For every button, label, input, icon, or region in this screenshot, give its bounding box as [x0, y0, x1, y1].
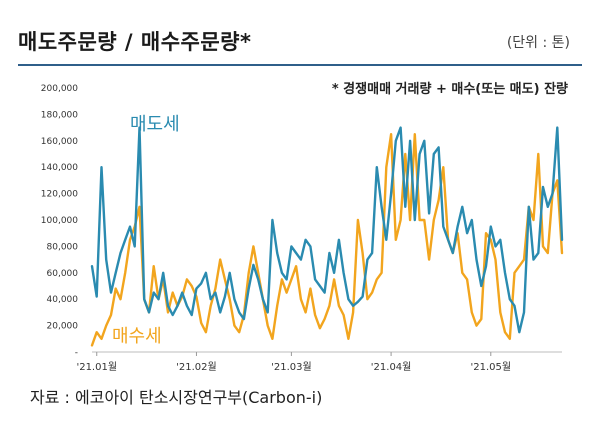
series-line-buy	[90, 132, 564, 347]
source-note: 자료 : 에코아이 탄소시장연구부(Carbon-i)	[30, 388, 323, 407]
y-tick-label: 20,000	[47, 322, 79, 332]
x-tick-label: '21.05월	[470, 361, 511, 373]
series-label-sell: 매도세	[130, 114, 180, 135]
y-tick-label: 80,000	[47, 242, 79, 252]
y-tick-label: 200,000	[41, 84, 78, 94]
footnote-label: * 경쟁매매 거래량 + 매수(또는 매도) 잔량	[331, 82, 568, 97]
y-tick-label: 40,000	[47, 295, 79, 305]
series-lines	[90, 126, 564, 347]
y-tick-label: 120,000	[41, 190, 78, 200]
x-axis: '21.01월 '21.02월 '21.03월 '21.04월 '21.05월	[76, 351, 562, 373]
x-tick-label: '21.04월	[371, 361, 412, 373]
y-tick-label: -	[75, 348, 78, 358]
x-tick-label: '21.03월	[271, 361, 312, 373]
y-tick-label: 140,000	[41, 163, 78, 173]
y-tick-label: 100,000	[41, 216, 78, 226]
series-line-sell	[90, 126, 564, 334]
chart-title: 매도주문량 / 매수주문량*	[18, 30, 252, 54]
title-divider	[18, 64, 582, 66]
unit-label: (단위 : 톤)	[506, 35, 570, 51]
x-tick-label: '21.02월	[176, 361, 217, 373]
y-tick-label: 60,000	[47, 269, 79, 279]
y-tick-label: 180,000	[41, 110, 78, 120]
x-tick-label: '21.01월	[76, 361, 117, 373]
y-axis: - 20,000 40,000 60,000 80,000 100,000 120,000 1…	[41, 84, 78, 358]
y-tick-label: 160,000	[41, 137, 78, 147]
series-label-buy: 매수세	[112, 326, 162, 347]
